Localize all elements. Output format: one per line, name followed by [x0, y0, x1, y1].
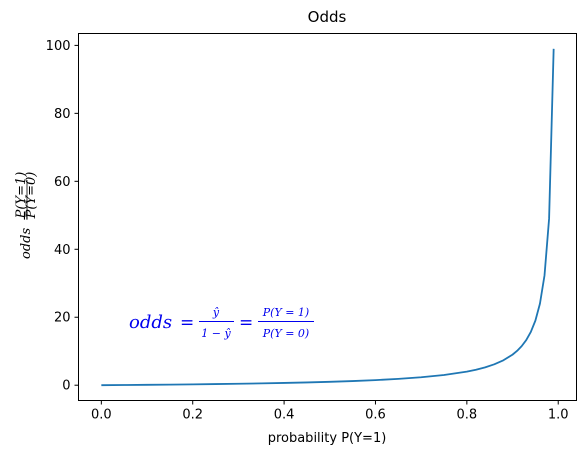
- y-label-den: P(Y=0): [24, 172, 39, 220]
- formula-eq1: =: [180, 313, 194, 333]
- odds-line: [101, 48, 555, 387]
- y-tick-label: 40: [54, 243, 71, 258]
- y-tick-label: 80: [54, 107, 71, 122]
- y-tick-label: 100: [46, 39, 71, 54]
- series-group: [101, 48, 555, 387]
- chart-title: Odds: [308, 8, 347, 26]
- formula-lhs: odds: [129, 312, 172, 333]
- y-label-num: P(Y=1): [14, 172, 29, 220]
- x-tick-label: 0.8: [457, 408, 478, 423]
- formula-eq2: =: [239, 313, 253, 333]
- y-label-lhs: odds: [19, 228, 34, 259]
- x-axis: 0.0 0.2 0.4 0.6 0.8 1.0: [91, 400, 569, 423]
- x-tick-label: 0.2: [182, 408, 203, 423]
- odds-formula-annotation: odds = ŷ 1 − ŷ = P(Y = 1) P(Y = 0): [129, 306, 314, 340]
- x-tick-label: 0.4: [274, 408, 295, 423]
- y-tick-label: 0: [62, 379, 70, 394]
- y-label-eq: =: [19, 210, 34, 221]
- formula-frac2-den: P(Y = 0): [262, 327, 309, 340]
- formula-frac1-num: ŷ: [212, 306, 220, 319]
- formula-frac2-num: P(Y = 1): [262, 306, 309, 319]
- x-axis-label: probability P(Y=1): [268, 431, 387, 446]
- formula-frac1-den: 1 − ŷ: [201, 327, 231, 340]
- x-tick-label: 1.0: [548, 408, 569, 423]
- y-axis: 0 20 40 60 80 100: [46, 39, 79, 394]
- x-tick-label: 0.0: [91, 408, 112, 423]
- y-axis-label: odds = P(Y=1) P(Y=0): [14, 172, 39, 259]
- y-tick-label: 20: [54, 311, 71, 326]
- y-tick-label: 60: [54, 175, 71, 190]
- plot-area: [78, 33, 577, 401]
- x-tick-label: 0.6: [365, 408, 386, 423]
